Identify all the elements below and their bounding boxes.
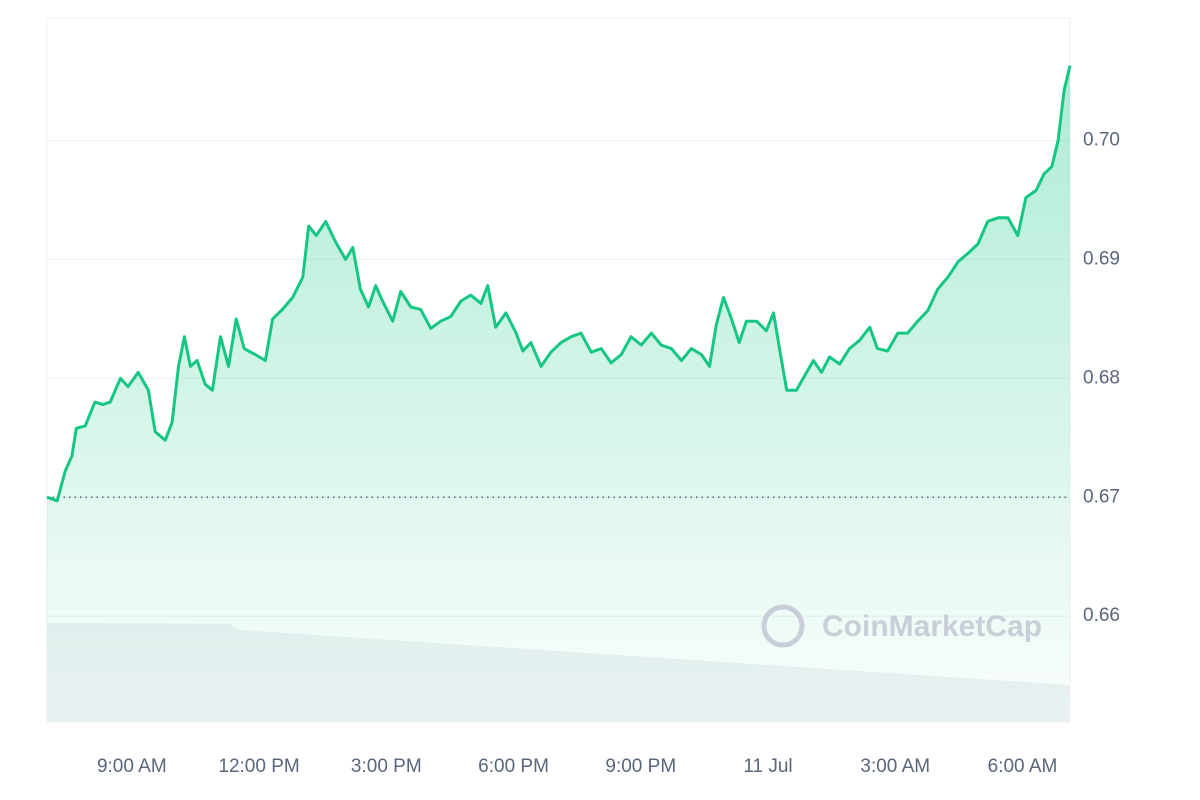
x-tick-label: 9:00 AM xyxy=(97,756,167,777)
watermark: CoinMarketCap xyxy=(761,604,1042,648)
x-tick-label: 6:00 PM xyxy=(478,756,549,777)
y-tick-label: 0.69 xyxy=(1083,248,1120,269)
x-tick-label: 3:00 AM xyxy=(860,756,930,777)
x-tick-label: 12:00 PM xyxy=(218,756,299,777)
x-tick-label: 9:00 PM xyxy=(605,756,676,777)
y-tick-label: 0.68 xyxy=(1083,367,1120,388)
y-tick-label: 0.67 xyxy=(1083,486,1120,507)
y-tick-label: 0.70 xyxy=(1083,130,1120,151)
x-tick-label: 6:00 AM xyxy=(988,756,1058,777)
y-tick-label: 0.66 xyxy=(1083,605,1120,626)
x-tick-label: 3:00 PM xyxy=(351,756,422,777)
area-fill xyxy=(47,65,1070,723)
watermark-text: CoinMarketCap xyxy=(822,610,1042,643)
price-line xyxy=(46,65,1072,503)
watermark-logo xyxy=(761,604,805,648)
x-tick-label: 11 Jul xyxy=(743,756,792,777)
